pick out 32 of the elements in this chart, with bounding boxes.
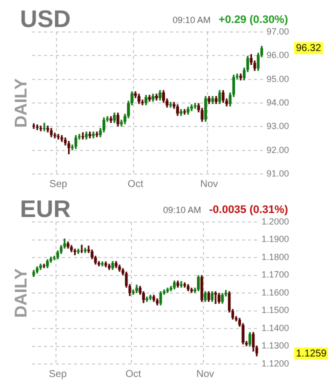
x-tick-label: Oct	[125, 368, 142, 380]
y-tick-label: 1.2000	[261, 216, 290, 226]
x-tick-label: Sep	[49, 178, 68, 190]
chart-title: USD	[20, 6, 71, 34]
y-tick-label: 1.1500	[261, 305, 290, 316]
text: 1.1259	[296, 348, 328, 360]
text: +0.29 (0.30%)	[218, 14, 288, 26]
y-tick-label: 1.1400	[261, 322, 290, 333]
text: 96.32	[296, 42, 322, 54]
x-tick-label: Nov	[200, 178, 218, 190]
y-tick-label: 91.00	[266, 168, 290, 178]
y-tick-label: 95.00	[266, 74, 290, 84]
y-tick-label: 1.1300	[261, 340, 290, 351]
text: 09:10 AM	[172, 15, 211, 25]
y-tick-label: 1.1800	[261, 252, 290, 262]
x-tick-label: Sep	[48, 368, 68, 380]
y-tick-label: 1.1600	[261, 287, 290, 298]
y-tick-label: 92.00	[266, 144, 290, 155]
x-tick-label: Oct	[128, 178, 144, 190]
y-tick-label: 1.1200	[261, 358, 290, 368]
y-tick-label: 1.1900	[261, 234, 290, 244]
chart-title: EUR	[20, 196, 71, 224]
y-tick-label: 94.00	[266, 97, 290, 108]
y-tick-label: 96.00	[266, 50, 290, 60]
x-tick-label: Nov	[196, 368, 214, 380]
y-tick-label: 97.00	[266, 26, 290, 36]
y-tick-label: 1.1700	[261, 270, 290, 280]
text: 09:10 AM	[163, 205, 202, 215]
y-axis-title: DAILY	[12, 78, 31, 128]
text: -0.0035 (0.31%)	[209, 204, 288, 216]
y-tick-label: 93.00	[266, 121, 290, 132]
y-axis-title: DAILY	[12, 268, 31, 318]
